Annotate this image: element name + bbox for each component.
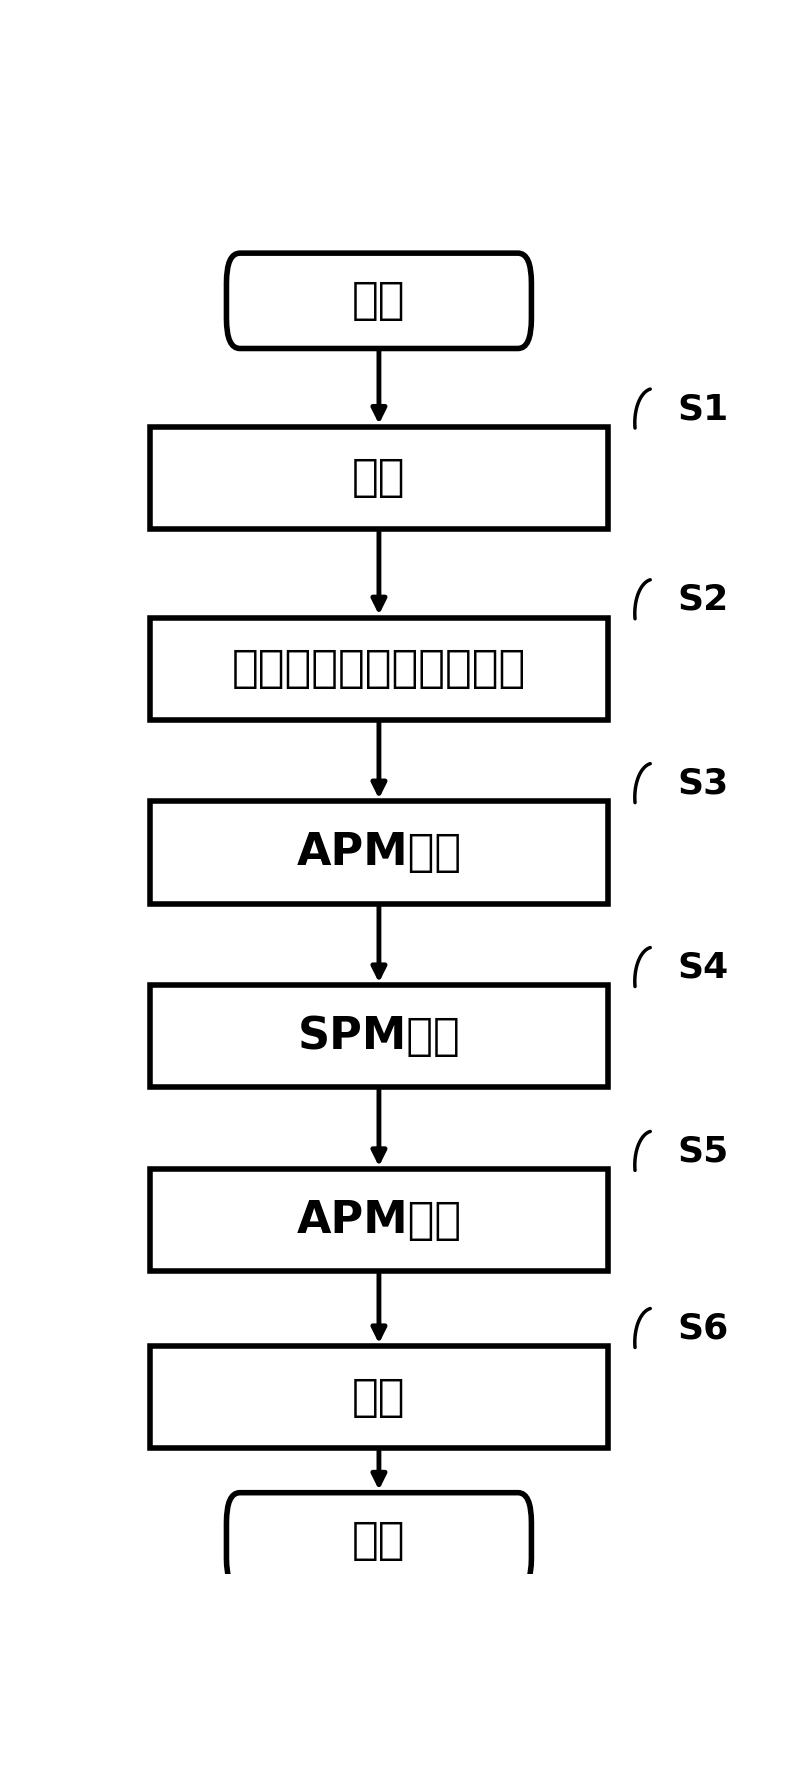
Text: S1: S1 (678, 393, 729, 426)
FancyBboxPatch shape (227, 1493, 531, 1589)
Text: 开始: 开始 (353, 280, 405, 322)
Text: 干燥: 干燥 (353, 1376, 405, 1419)
Bar (150, 426, 608, 529)
Text: APM清洗: APM清洗 (297, 831, 461, 874)
Text: SPM清洗: SPM清洗 (297, 1015, 460, 1058)
Text: S6: S6 (678, 1311, 729, 1346)
FancyBboxPatch shape (227, 253, 531, 348)
Bar (150, 1346, 608, 1449)
Bar (150, 985, 608, 1088)
Text: 不使基板干燥地搬运基板: 不使基板干燥地搬运基板 (232, 647, 526, 690)
Text: S4: S4 (678, 950, 729, 985)
Text: 结束: 结束 (353, 1520, 405, 1562)
Bar (150, 1169, 608, 1272)
Text: S3: S3 (678, 766, 729, 801)
Text: 研磨: 研磨 (353, 456, 405, 499)
Bar (150, 617, 608, 720)
Text: S5: S5 (678, 1134, 729, 1169)
Text: APM清洗: APM清洗 (297, 1199, 461, 1242)
Bar (150, 801, 608, 904)
Text: S2: S2 (678, 582, 729, 617)
